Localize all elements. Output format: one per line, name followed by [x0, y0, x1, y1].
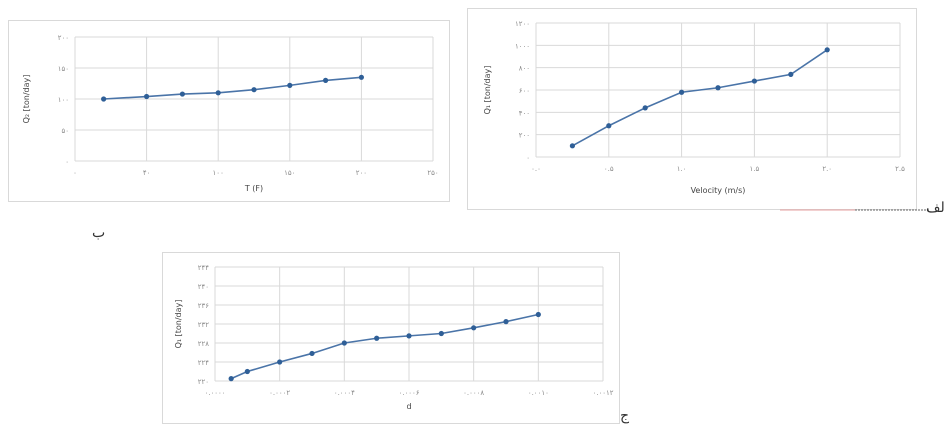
data-point: [358, 74, 364, 80]
x-tick-label: ۰.۰۰۱۲: [592, 389, 613, 397]
x-tick-label: ۰: [73, 169, 77, 177]
x-tick-label: ۱.۵: [750, 165, 760, 173]
y-tick-label: ۱۵۰: [58, 65, 69, 73]
data-point: [374, 335, 380, 341]
x-tick-label: ۱.۰: [677, 165, 687, 173]
y-tick-label: ۲۲۸: [198, 340, 210, 348]
data-point: [244, 368, 250, 375]
y-axis-label: Q₁ [ton/day]: [174, 300, 183, 349]
y-tick-label: ۰: [65, 158, 69, 166]
x-tick-label: ۰.۰۰۱۰: [528, 389, 549, 397]
chart-temperature: ۰ ۴۰ ۱۰۰ ۱۵۰ ۲۰۰ ۲۵۰ ۰ ۵۰ ۱۰۰ ۱۵۰ ۲۰۰ T (F) Q₂ [ton/…: [22, 34, 439, 193]
x-tick-label: ۰.۰۰۰۸: [463, 389, 484, 397]
y-tick-label: ۴۰۰: [519, 109, 530, 117]
data-point: [215, 90, 221, 96]
y-tick-label: ۲۲۴: [198, 359, 210, 367]
data-point: [323, 77, 329, 83]
data-point: [824, 47, 830, 53]
y-tick-label: ۲۳۲: [198, 321, 210, 329]
series-line: [572, 49, 828, 147]
data-point: [503, 319, 509, 325]
decorative-underline: [780, 209, 930, 211]
chart-panel-diameter: ۰.۰۰۰۰ ۰.۰۰۰۲ ۰.۰۰۰۴ ۰.۰۰۰۶ ۰.۰۰۰۸ ۰.۰۰۱۰ ۰.۰۰…: [162, 252, 620, 424]
data-point: [144, 93, 150, 100]
data-point: [642, 105, 648, 111]
x-tick-label: ۰.۰۰۰۴: [334, 389, 355, 397]
x-tick-label: ۲.۰: [822, 165, 832, 173]
x-axis-label: d: [406, 402, 411, 411]
y-tick-label: ۱۰۰۰: [515, 42, 530, 50]
data-point: [715, 85, 721, 91]
chart-velocity: ۰.۰ ۰.۵ ۱.۰ ۱.۵ ۲.۰ ۲.۵ ۰ ۲۰۰ ۴۰۰ ۶۰۰ ۸۰۰ ۱۰۰۰ ۱۲۰۰ V…: [483, 20, 905, 195]
y-tick-label: ۲۲۰: [198, 378, 209, 386]
data-point: [277, 359, 283, 365]
y-tick-label: ۱۲۰۰: [515, 20, 530, 28]
y-tick-label: ۲۴۰: [198, 283, 209, 291]
x-tick-label: ۱۵۰: [284, 169, 295, 177]
data-point: [101, 96, 107, 102]
data-point: [535, 311, 541, 318]
y-tick-label: ۸۰۰: [519, 65, 530, 73]
data-point: [309, 350, 315, 357]
x-tick-label: ۰.۰۰۰۰: [204, 389, 225, 397]
x-tick-label: ۰.۰۰۰۶: [398, 389, 419, 397]
y-axis-label: Q₁ [ton/day]: [483, 66, 492, 115]
data-point: [606, 123, 612, 129]
data-point: [251, 87, 257, 93]
data-point: [679, 89, 685, 95]
x-tick-label: ۰.۰۰۰۲: [269, 389, 290, 397]
data-point: [471, 325, 477, 331]
data-point: [228, 376, 234, 382]
data-point: [179, 91, 185, 97]
chart-panel-velocity: ۰.۰ ۰.۵ ۱.۰ ۱.۵ ۲.۰ ۲.۵ ۰ ۲۰۰ ۴۰۰ ۶۰۰ ۸۰۰ ۱۰۰۰ ۱۲۰۰ V…: [467, 8, 917, 210]
x-tick-label: ۴۰: [143, 169, 151, 177]
x-tick-label: ۱۰۰: [213, 169, 224, 177]
y-tick-label: ۱۰۰: [58, 96, 69, 104]
panel-letter-c: ج: [620, 408, 630, 424]
data-point: [287, 82, 293, 88]
y-tick-label: ۶۰۰: [519, 87, 530, 95]
x-tick-label: ۰.۵: [604, 165, 614, 173]
y-tick-label: ۰: [526, 154, 530, 162]
data-point: [788, 71, 794, 77]
x-tick-label: ۲.۵: [895, 165, 905, 173]
y-tick-label: ۲۳۶: [198, 302, 210, 310]
y-tick-label: ۲۰۰: [58, 34, 69, 42]
y-tick-label: ۲۴۴: [198, 264, 210, 272]
panel-letter-a: الف: [926, 200, 944, 216]
data-point: [751, 78, 757, 84]
x-axis-label: T (F): [244, 184, 263, 193]
y-axis-label: Q₂ [ton/day]: [22, 75, 31, 124]
series-line: [103, 76, 362, 100]
y-tick-label: ۵۰: [61, 127, 69, 135]
x-axis-label: Velocity (m/s): [691, 186, 746, 195]
x-tick-label: ۲۰۰: [356, 169, 367, 177]
chart-diameter: ۰.۰۰۰۰ ۰.۰۰۰۲ ۰.۰۰۰۴ ۰.۰۰۰۶ ۰.۰۰۰۸ ۰.۰۰۱۰ ۰.۰۰…: [174, 264, 614, 411]
data-point: [438, 330, 444, 337]
data-point: [406, 333, 412, 339]
data-point: [569, 143, 575, 149]
chart-panel-temperature: ۰ ۴۰ ۱۰۰ ۱۵۰ ۲۰۰ ۲۵۰ ۰ ۵۰ ۱۰۰ ۱۵۰ ۲۰۰ T (F) Q₂ [ton/…: [8, 20, 450, 202]
x-tick-label: ۰.۰: [531, 165, 541, 173]
data-point: [341, 340, 347, 346]
x-tick-label: ۲۵۰: [427, 169, 438, 177]
panel-letter-b: ب: [92, 225, 106, 241]
y-tick-label: ۲۰۰: [519, 132, 530, 140]
